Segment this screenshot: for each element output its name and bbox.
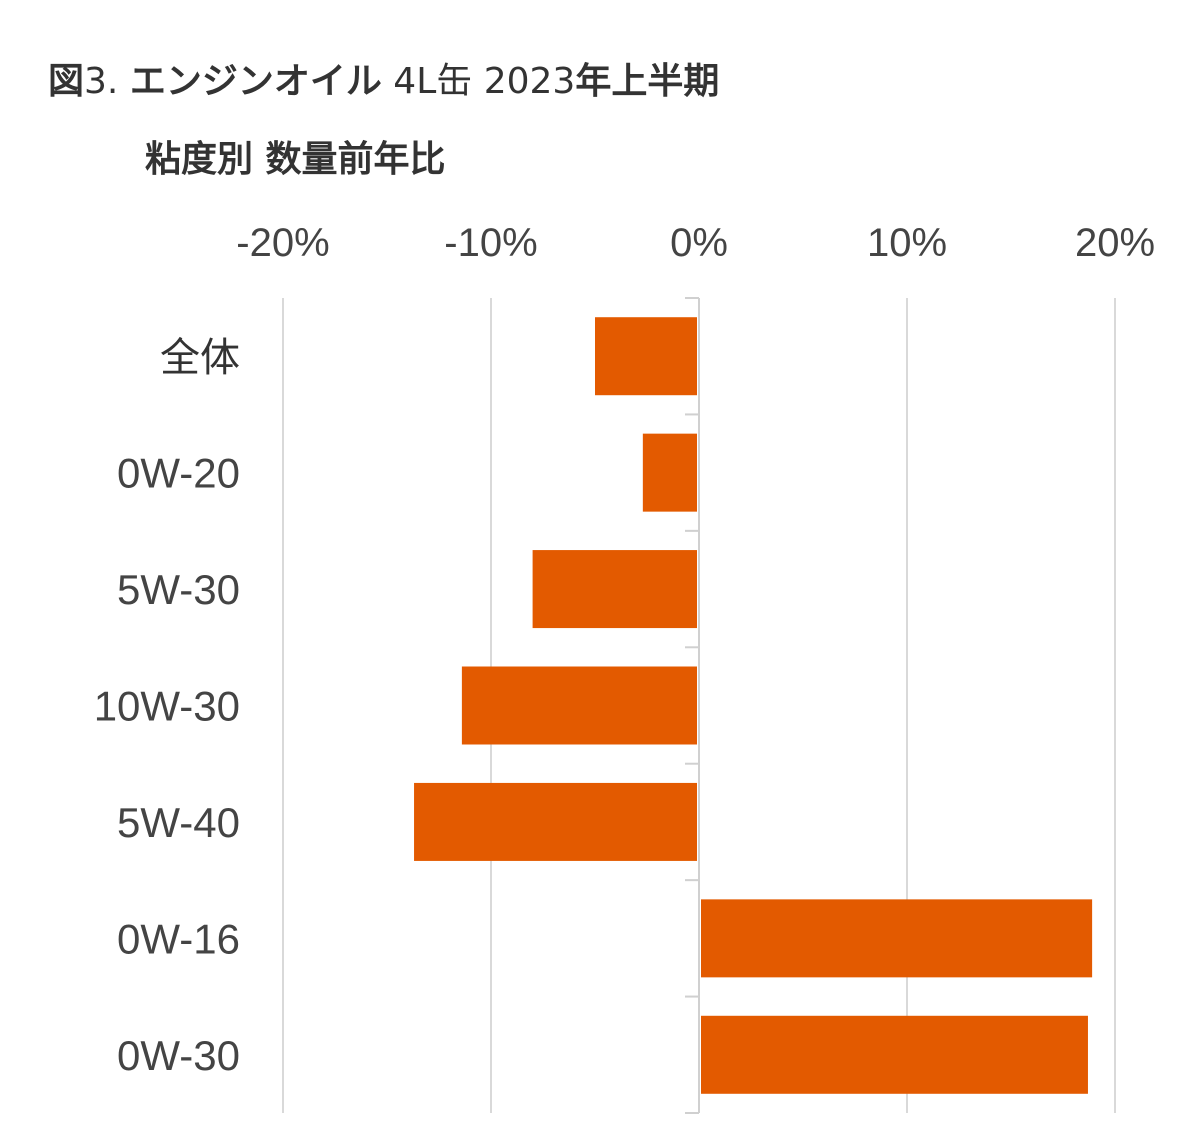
x-tick-label: -10%	[444, 221, 537, 265]
x-tick-label: 10%	[867, 221, 947, 265]
category-label: 5W-30	[117, 566, 240, 613]
bar	[595, 317, 697, 396]
title-can-size: 4L缶	[393, 61, 473, 102]
bar	[461, 666, 697, 745]
category-label: 0W-16	[117, 915, 240, 962]
bar	[532, 550, 697, 629]
x-tick-label: -20%	[236, 221, 329, 265]
title-figure-number: 3.	[84, 61, 119, 102]
title-period: 年上半期	[575, 61, 720, 102]
zero-axis	[685, 297, 700, 1114]
title-product: エンジンオイル	[129, 61, 382, 102]
bar	[414, 782, 697, 861]
chart-title-line-1: 図3. エンジンオイル 4L缶 2023年上半期	[48, 52, 719, 104]
bar	[642, 433, 697, 512]
category-labels: 全体 0W-20 5W-30 10W-30 5W-40 0W-16 0W-30	[94, 335, 240, 1079]
category-label: 0W-30	[117, 1032, 240, 1079]
x-axis-tick-labels: -20% -10% 0% 10% 20%	[236, 221, 1155, 265]
bar	[701, 899, 1093, 978]
bar	[701, 1015, 1088, 1094]
category-label: 5W-40	[117, 799, 240, 846]
grid-lines	[282, 298, 1116, 1113]
bars	[414, 317, 1093, 1094]
category-label: 10W-30	[94, 683, 240, 730]
x-tick-label: 0%	[670, 221, 728, 265]
title-prefix: 図	[48, 61, 85, 102]
x-tick-label: 20%	[1075, 221, 1155, 265]
category-label: 0W-20	[117, 450, 240, 497]
chart-title-line-2: 粘度別 数量前年比	[145, 139, 446, 180]
title-year: 2023	[483, 61, 576, 102]
category-label: 全体	[160, 335, 240, 381]
